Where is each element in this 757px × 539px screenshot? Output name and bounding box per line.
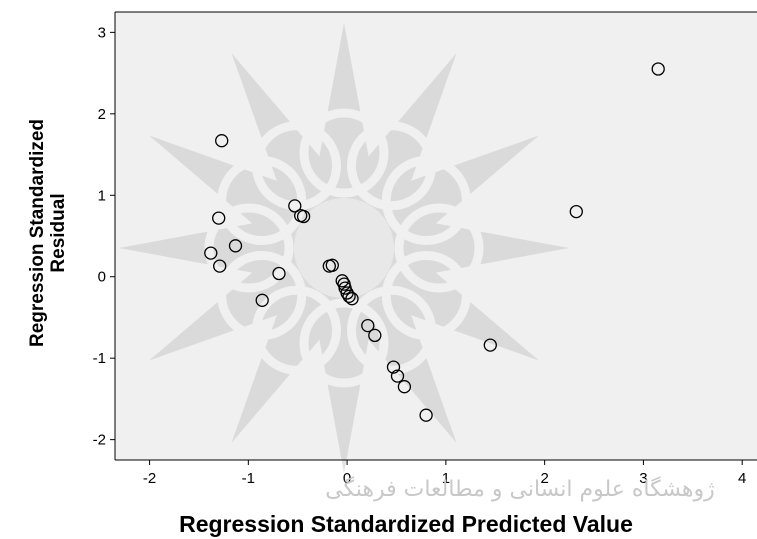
data-point xyxy=(483,338,497,352)
data-point xyxy=(651,62,665,76)
data-point xyxy=(215,134,229,148)
watermark-center xyxy=(294,198,394,298)
watermark-text: ژوهشگاه علوم انسانی و مطالعات فرهنگی xyxy=(325,476,715,502)
data-point xyxy=(569,204,583,219)
watermark-ring xyxy=(299,298,389,388)
x-tick-label: 0 xyxy=(343,470,351,487)
y-tick-label: -2 xyxy=(93,432,106,449)
watermark-ring xyxy=(347,121,436,211)
x-tick-label: 3 xyxy=(639,470,647,487)
y-tick-label: 1 xyxy=(98,187,106,204)
watermark-ring xyxy=(252,121,341,211)
x-tick-label: -1 xyxy=(242,470,255,487)
watermark-ring xyxy=(299,108,389,198)
y-axis-label-line-1: Regression Standardized xyxy=(27,119,48,347)
y-axis: -2 -1 0 1 2 3 xyxy=(93,12,116,460)
data-point xyxy=(390,369,405,383)
watermark-ring xyxy=(217,156,307,245)
x-tick-label: 1 xyxy=(442,470,450,487)
data-point xyxy=(342,289,356,303)
data-point xyxy=(386,360,401,374)
watermark-ring xyxy=(217,251,307,340)
y-axis-label-line-2: Residual xyxy=(48,193,69,272)
x-tick-label: -2 xyxy=(143,470,156,487)
watermark-ring xyxy=(394,203,484,293)
watermark-ring xyxy=(381,156,471,245)
data-point xyxy=(213,259,227,273)
x-tick-label: 4 xyxy=(738,470,746,487)
x-axis-label: Regression Standardized Predicted Value xyxy=(179,511,633,537)
data-points xyxy=(204,62,665,422)
data-point xyxy=(361,318,375,333)
y-tick-label: 3 xyxy=(98,24,106,41)
data-point xyxy=(272,266,286,281)
y-tick-label: -1 xyxy=(93,350,106,367)
x-axis: -2 -1 0 1 2 3 4 xyxy=(115,11,757,487)
y-tick-label: 2 xyxy=(98,106,106,123)
data-point xyxy=(325,258,339,272)
data-point xyxy=(255,293,269,307)
data-point xyxy=(228,239,243,253)
watermark-ring xyxy=(252,285,341,375)
data-point xyxy=(204,246,218,260)
data-point xyxy=(345,292,359,306)
y-tick-label: 0 xyxy=(98,269,106,286)
watermark-ring xyxy=(381,251,471,340)
watermark-rosette xyxy=(119,23,569,473)
data-point xyxy=(296,209,311,224)
data-point xyxy=(419,408,433,422)
data-point xyxy=(397,380,412,394)
data-point xyxy=(368,328,382,343)
data-point xyxy=(335,274,349,288)
x-tick-label: 2 xyxy=(540,470,548,487)
data-point xyxy=(288,199,302,213)
watermark-ring xyxy=(347,285,436,375)
data-point xyxy=(212,211,226,225)
